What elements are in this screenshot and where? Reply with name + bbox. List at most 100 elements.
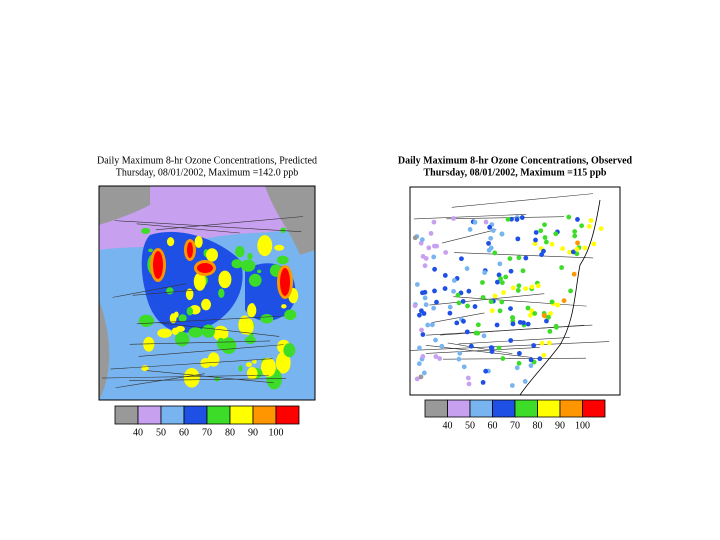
monitor-site — [547, 328, 553, 334]
monitor-site — [517, 319, 523, 325]
monitor-site — [546, 314, 551, 320]
concentration-patch — [201, 298, 212, 311]
legend: 40 50 60 70 80 90 100 — [114, 405, 300, 438]
legend-swatch — [275, 405, 300, 425]
panel-title: Daily Maximum 8-hr Ozone Concentrations,… — [97, 155, 317, 166]
monitor-site — [431, 219, 437, 225]
monitor-site — [460, 299, 466, 304]
state-border — [410, 341, 610, 351]
monitor-site — [516, 255, 522, 261]
state-border — [156, 322, 280, 337]
monitor-site — [447, 310, 453, 316]
monitor-site — [481, 333, 487, 339]
monitor-site — [572, 233, 578, 239]
concentration-patch — [141, 365, 149, 372]
region — [99, 186, 150, 225]
monitor-site — [423, 256, 429, 261]
region — [99, 186, 315, 250]
monitor-site — [465, 375, 471, 381]
concentration-patch — [235, 245, 245, 258]
monitor-site — [451, 216, 456, 221]
concentration-patch — [185, 288, 194, 301]
concentration-patch — [141, 227, 151, 235]
monitor-site — [525, 321, 531, 327]
monitor-site — [475, 322, 481, 328]
monitor-site — [510, 315, 515, 320]
monitor-site — [528, 357, 534, 363]
monitor-site — [542, 222, 547, 228]
monitor-site — [546, 340, 552, 346]
monitor-site — [495, 279, 500, 285]
monitor-site — [537, 356, 543, 362]
monitor-site — [482, 270, 488, 275]
concentration-patch — [284, 309, 297, 321]
monitor-site — [533, 237, 538, 243]
monitor-site — [532, 241, 538, 247]
state-border — [429, 293, 545, 306]
monitor-site — [509, 216, 514, 222]
monitor-site — [523, 286, 529, 292]
concentration-patch — [218, 270, 232, 289]
concentration-patch — [252, 359, 257, 364]
legend-swatch — [183, 405, 208, 425]
concentration-patch — [246, 366, 258, 380]
monitor-site — [492, 293, 498, 299]
map-background — [409, 186, 621, 396]
monitor-site — [575, 217, 580, 222]
legend-swatch — [424, 399, 448, 418]
monitor-site — [591, 241, 597, 247]
concentration-patch — [193, 272, 206, 291]
state-border — [138, 344, 284, 357]
monitor-site — [510, 285, 516, 291]
monitor-site — [417, 312, 422, 318]
monitor-site — [548, 311, 553, 316]
monitor-site — [507, 256, 513, 262]
concentration-patch — [281, 304, 287, 309]
monitor-site — [420, 332, 426, 337]
monitor-site — [473, 330, 479, 336]
monitor-site — [488, 345, 494, 351]
monitor-site — [423, 302, 429, 308]
monitor-site — [419, 308, 424, 314]
concentration-patch — [206, 248, 218, 262]
state-border — [447, 342, 513, 354]
monitor-site — [571, 271, 577, 277]
monitor-site — [539, 340, 545, 346]
monitor-site — [549, 241, 555, 247]
legend-label: 50 — [465, 420, 475, 431]
concentration-patch — [186, 306, 194, 316]
monitor-site — [489, 308, 495, 314]
monitor-site — [496, 272, 502, 278]
legend-label: 90 — [555, 420, 565, 431]
monitor-site — [496, 345, 502, 351]
panel-subtitle: Thursday, 08/01/2002, Maximum =115 ppb — [424, 167, 607, 178]
monitor-site — [508, 268, 514, 274]
legend-swatch — [559, 399, 583, 418]
legend-label: 90 — [248, 427, 258, 438]
monitor-site — [425, 322, 431, 328]
monitor-site — [525, 305, 531, 311]
concentration-patch — [166, 287, 174, 295]
concentration-patch — [283, 343, 296, 358]
panel-title: Daily Maximum 8-hr Ozone Concentrations,… — [398, 155, 633, 166]
monitor-site — [419, 327, 424, 333]
concentration-patch — [248, 273, 262, 287]
monitor-site — [420, 354, 426, 359]
monitor-site — [508, 306, 513, 311]
concentration-patch — [188, 327, 203, 338]
monitor-site — [514, 365, 520, 371]
monitor-site — [575, 240, 580, 246]
state-border — [110, 358, 273, 370]
concentration-patch — [247, 303, 257, 318]
monitor-site — [566, 214, 572, 220]
concentration-patch — [169, 313, 177, 324]
legend-label: 100 — [575, 420, 590, 431]
monitor-site — [431, 254, 437, 260]
monitor-site — [472, 304, 478, 309]
monitor-site — [414, 376, 420, 382]
monitor-site — [560, 246, 565, 251]
monitor-site — [442, 273, 448, 278]
concentration-patch — [260, 357, 276, 377]
monitor-site — [412, 235, 418, 241]
monitor-site — [499, 280, 505, 286]
